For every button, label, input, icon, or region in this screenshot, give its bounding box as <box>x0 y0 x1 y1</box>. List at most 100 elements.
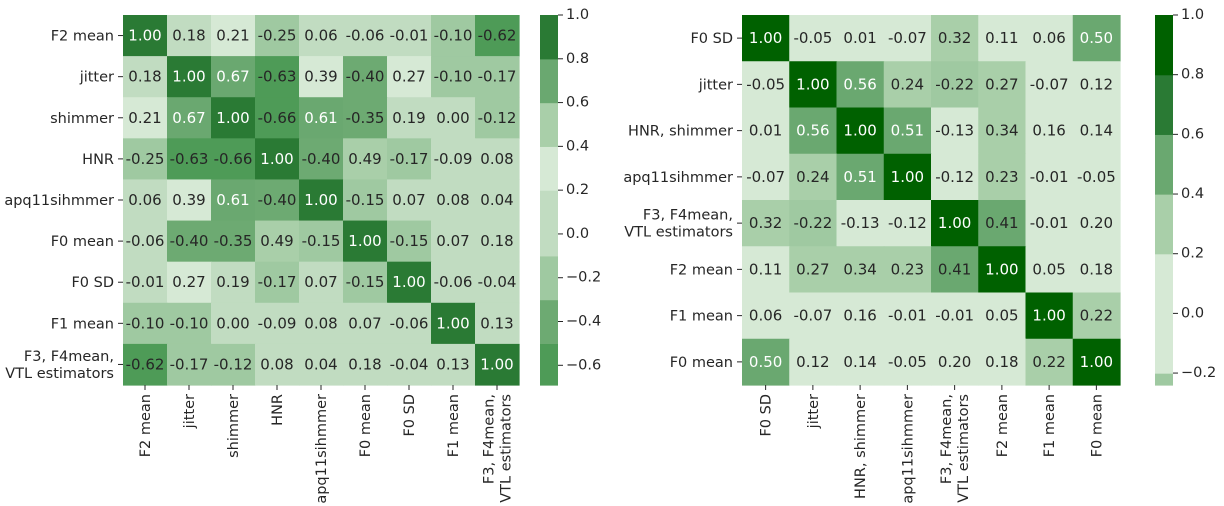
cell-value-label: 0.50 <box>1080 29 1113 47</box>
heatmap-cell <box>431 179 476 222</box>
cell-value-label: 0.01 <box>843 29 876 47</box>
heatmap-cell <box>343 56 388 98</box>
cell-value-label: -0.04 <box>478 273 517 291</box>
cell-value-label: 0.67 <box>216 68 249 86</box>
heatmap-cell <box>211 343 256 386</box>
cell-value-label: -0.35 <box>346 109 385 127</box>
cell-value-label: -0.62 <box>478 27 517 45</box>
heatmap-cell <box>1025 292 1074 340</box>
colorbar-tick-label: −0.6 <box>566 357 601 373</box>
cell-value-label: 0.04 <box>304 355 337 373</box>
heatmap-cell <box>123 179 168 222</box>
cell-value-label: 0.13 <box>480 314 513 332</box>
heatmap-cell <box>883 153 932 201</box>
heatmap-cell <box>387 261 432 304</box>
heatmap-cell <box>1025 153 1074 201</box>
cell-value-label: 1.00 <box>749 29 782 47</box>
cell-value-label: -0.17 <box>478 68 517 86</box>
cell-value-label: -0.09 <box>434 150 473 168</box>
heatmap-cell <box>789 292 838 340</box>
heatmap-cell <box>123 302 168 345</box>
cell-value-label: -0.15 <box>390 232 429 250</box>
heatmap-cell <box>836 200 885 247</box>
heatmap-cell <box>167 15 212 57</box>
heatmap-cell <box>299 97 344 139</box>
heatmap-cell <box>167 56 212 98</box>
heatmap-cell <box>789 246 838 294</box>
heatmap-cell <box>978 61 1027 109</box>
cell-value-label: 0.32 <box>749 214 782 232</box>
cell-value-label: 1.00 <box>128 27 161 45</box>
cell-value-label: 0.19 <box>216 273 249 291</box>
cell-value-label: -0.05 <box>1077 168 1116 186</box>
cell-value-label: 0.27 <box>985 75 1018 93</box>
heatmap-cell <box>475 56 520 98</box>
heatmap-cell <box>255 343 300 386</box>
cell-value-label: 0.14 <box>1080 122 1113 140</box>
cell-value-label: 0.56 <box>843 75 876 93</box>
cell-value-label: -0.10 <box>434 68 473 86</box>
cell-value-label: 1.00 <box>985 260 1018 278</box>
heatmap-cell <box>123 97 168 139</box>
cell-value-label: 0.18 <box>1080 260 1113 278</box>
cell-value-label: 0.06 <box>749 307 782 325</box>
cell-value-label: 0.13 <box>436 355 469 373</box>
cell-value-label: 0.27 <box>392 68 425 86</box>
heatmap-cell <box>431 56 476 98</box>
heatmap-cell <box>978 200 1027 247</box>
y-tick-label: F2 mean <box>670 262 733 278</box>
heatmap-cell <box>978 246 1027 294</box>
cell-value-label: 0.32 <box>938 29 971 47</box>
cell-value-label: -0.66 <box>258 109 297 127</box>
heatmap-cell <box>123 261 168 304</box>
cell-value-label: -0.01 <box>1030 168 1069 186</box>
cell-value-label: -0.12 <box>478 109 517 127</box>
colorbar-segment <box>1155 74 1173 135</box>
cell-value-label: 0.08 <box>436 191 469 209</box>
cell-value-label: 0.11 <box>749 260 782 278</box>
y-tick-label: F0 SD <box>71 275 114 291</box>
heatmap-cell <box>1025 107 1074 155</box>
y-tick-label: F3, F4mean, VTL estimators <box>5 349 114 382</box>
cell-value-label: 0.51 <box>843 168 876 186</box>
heatmap-cell <box>1072 153 1121 201</box>
x-tick-label: F2 mean <box>995 394 1011 457</box>
heatmap-cell <box>1072 292 1121 340</box>
cell-value-label: -0.17 <box>390 150 429 168</box>
heatmap-cell <box>883 107 932 155</box>
cell-value-label: 0.12 <box>1080 75 1113 93</box>
cell-value-label: 0.11 <box>985 29 1018 47</box>
heatmap-cell <box>789 107 838 155</box>
heatmap-cell <box>789 61 838 109</box>
heatmap-cell <box>299 302 344 345</box>
heatmap-cell <box>431 261 476 304</box>
heatmap-cell <box>978 153 1027 201</box>
x-tick-label: apq11sihmmer <box>314 394 330 504</box>
heatmap-cell <box>742 15 790 62</box>
cell-value-label: -0.12 <box>888 214 927 232</box>
colorbar-tick-label: 0.0 <box>566 226 589 242</box>
cell-value-label: 0.18 <box>985 353 1018 371</box>
heatmap-cell <box>123 343 168 386</box>
cell-value-label: 0.18 <box>128 68 161 86</box>
heatmap-cell <box>1072 200 1121 247</box>
cell-value-label: 0.50 <box>749 353 782 371</box>
cell-value-label: 0.08 <box>304 314 337 332</box>
cell-value-label: 0.41 <box>985 214 1018 232</box>
cell-value-label: -0.06 <box>346 27 385 45</box>
heatmap-cell <box>931 107 979 155</box>
heatmap-cell <box>211 302 256 345</box>
cell-value-label: -0.25 <box>126 150 165 168</box>
heatmap-cell <box>931 292 979 340</box>
heatmap-cell <box>211 15 256 57</box>
cell-value-label: -0.22 <box>935 75 974 93</box>
heatmap-cell <box>1025 246 1074 294</box>
cell-value-label: 0.06 <box>304 27 337 45</box>
heatmap-cell <box>255 220 300 263</box>
cell-value-label: 0.49 <box>260 232 293 250</box>
heatmap-cell <box>1072 338 1121 386</box>
cell-value-label: 1.00 <box>1080 353 1113 371</box>
heatmap-cell <box>255 261 300 304</box>
x-tick-label: F0 mean <box>1089 394 1105 457</box>
heatmap-cell <box>343 138 388 181</box>
